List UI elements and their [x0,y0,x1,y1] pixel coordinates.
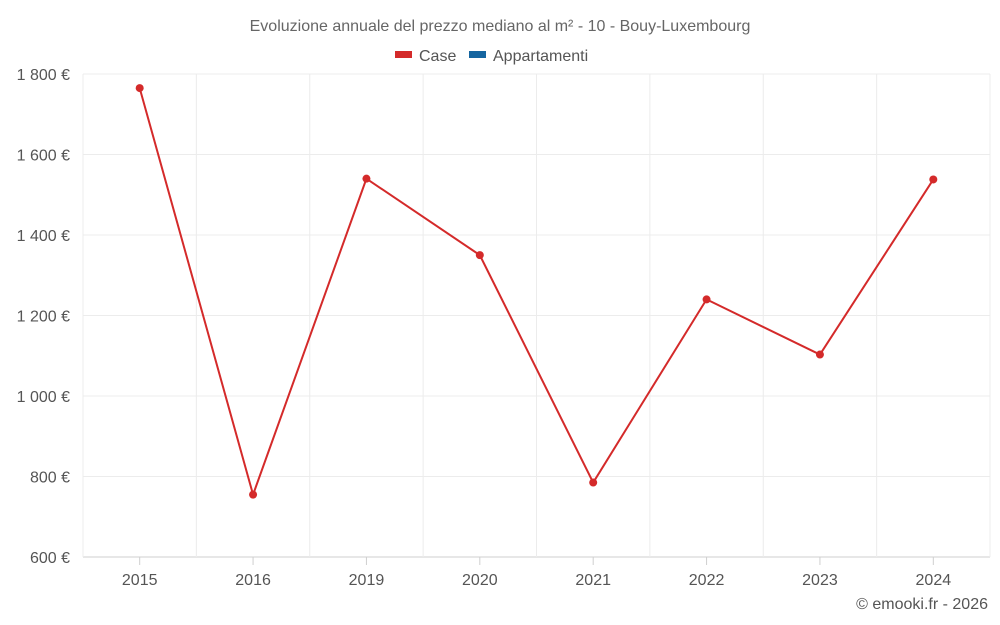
data-point-2021[interactable] [589,478,598,487]
x-tick-label: 2020 [462,572,498,589]
data-point-2019[interactable] [362,174,371,183]
y-tick-label: 1 000 € [17,389,70,406]
series-line-case [138,87,935,496]
series [135,84,938,499]
x-tick-label: 2024 [916,572,952,589]
y-tick-label: 800 € [30,470,70,487]
chart-title: Evoluzione annuale del prezzo mediano al… [250,18,751,35]
data-point-2024[interactable] [929,175,938,184]
legend-label-case[interactable]: Case [419,48,456,65]
y-tick-label: 1 200 € [17,309,70,326]
y-tick-label: 1 400 € [17,228,70,245]
data-point-2023[interactable] [815,350,824,359]
x-tick-label: 2015 [122,572,158,589]
x-tick-label: 2023 [802,572,838,589]
y-axis: 600 € 800 € 1 000 € 1 200 € 1 400 € 1 600 € 1 … [17,67,70,567]
x-tick-label: 2016 [235,572,271,589]
x-axis: 2015 2016 2019 2020 2021 2022 2023 2024 [122,557,951,589]
legend-swatch-appartamenti[interactable] [469,51,486,58]
data-point-2015[interactable] [135,84,144,93]
legend: Case Appartamenti [395,48,588,65]
y-tick-label: 1 600 € [17,148,70,165]
y-tick-label: 1 800 € [17,67,70,84]
data-point-2016[interactable] [249,490,258,499]
credit-text: © emooki.fr - 2026 [856,596,988,613]
grid [82,73,991,558]
legend-label-appartamenti[interactable]: Appartamenti [493,48,588,65]
data-point-2020[interactable] [475,251,484,260]
legend-swatch-case[interactable] [395,51,412,58]
x-tick-label: 2021 [575,572,611,589]
x-tick-label: 2019 [349,572,385,589]
y-tick-label: 600 € [30,550,70,567]
x-tick-label: 2022 [689,572,725,589]
data-point-2022[interactable] [702,295,711,304]
